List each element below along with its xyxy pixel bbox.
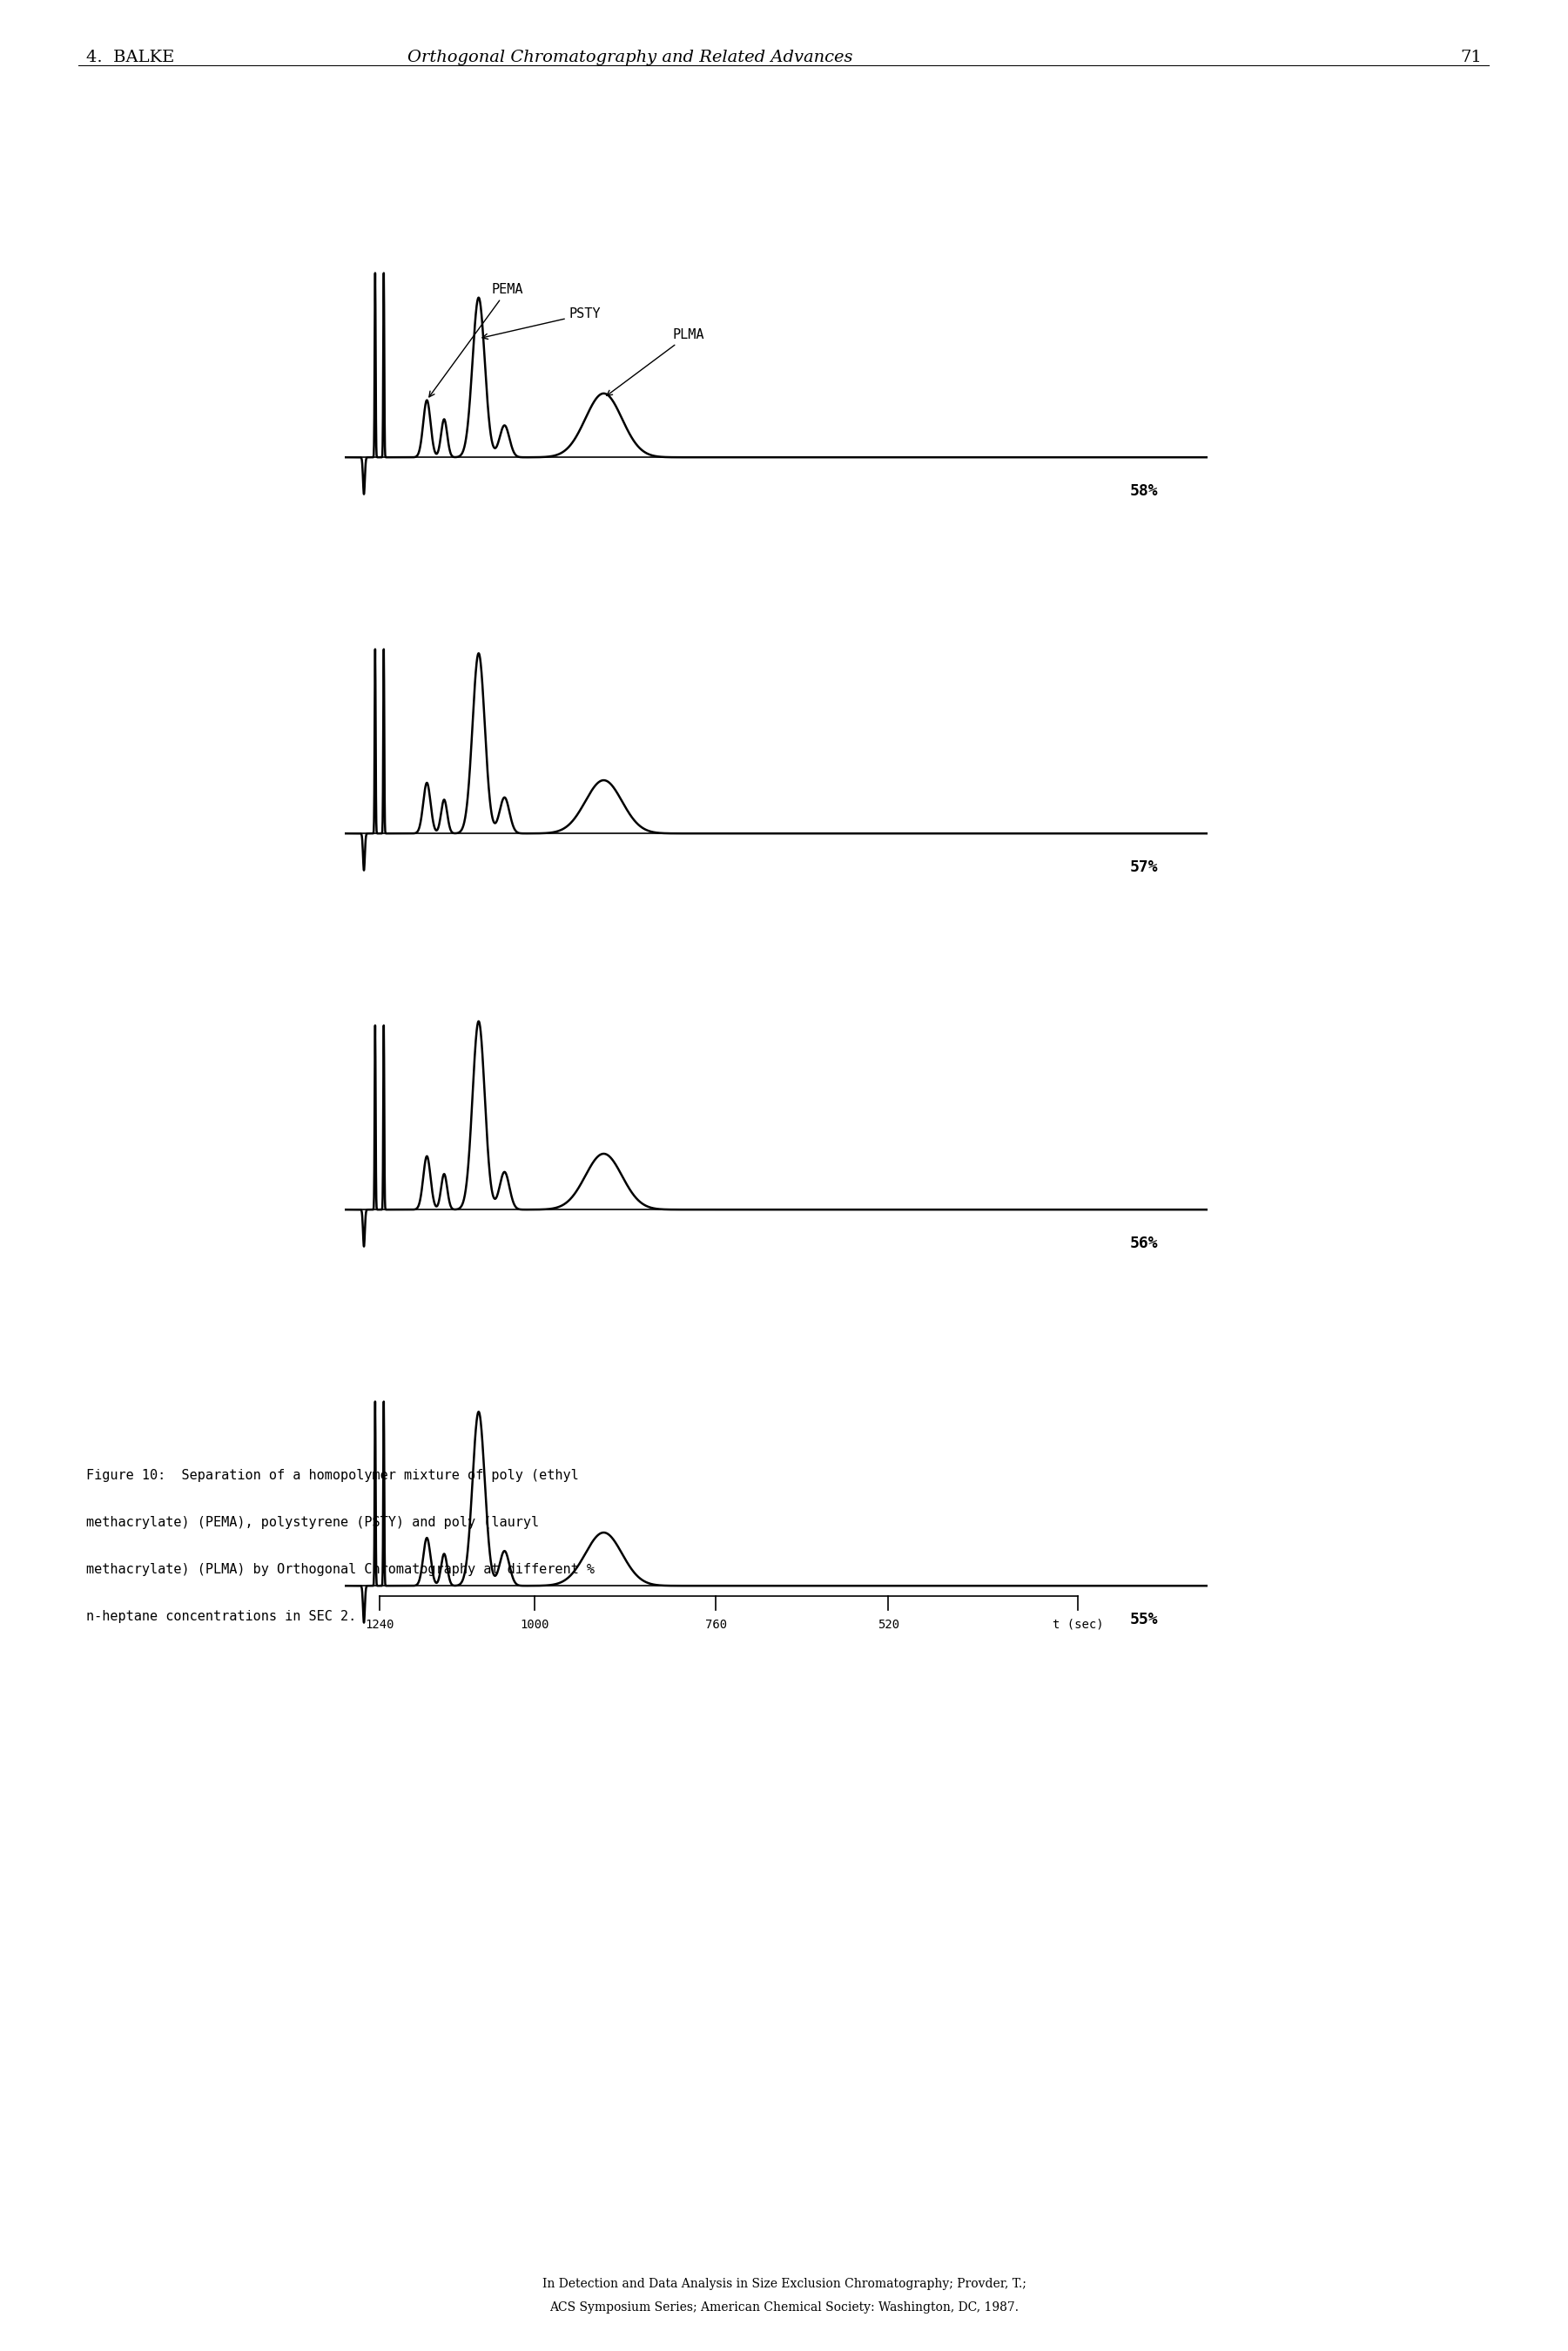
Text: 4.  BALKE: 4. BALKE [86, 49, 174, 66]
Text: Figure 10:  Separation of a homopolymer mixture of poly (ethyl: Figure 10: Separation of a homopolymer m… [86, 1469, 579, 1483]
Text: methacrylate) (PEMA), polystyrene (PSTY) and poly (lauryl: methacrylate) (PEMA), polystyrene (PSTY)… [86, 1516, 539, 1531]
Text: 1000: 1000 [521, 1617, 549, 1632]
Text: PSTY: PSTY [483, 308, 601, 339]
Text: 55%: 55% [1129, 1610, 1159, 1627]
Text: 520: 520 [878, 1617, 898, 1632]
Text: methacrylate) (PLMA) by Orthogonal Chromatography at different %: methacrylate) (PLMA) by Orthogonal Chrom… [86, 1563, 594, 1578]
Text: PEMA: PEMA [430, 282, 524, 397]
Text: t (sec): t (sec) [1052, 1617, 1104, 1632]
Text: 760: 760 [706, 1617, 726, 1632]
Text: 1240: 1240 [365, 1617, 394, 1632]
Text: n-heptane concentrations in SEC 2.: n-heptane concentrations in SEC 2. [86, 1610, 356, 1625]
Text: 57%: 57% [1129, 858, 1159, 875]
Text: PLMA: PLMA [607, 329, 704, 395]
Text: 56%: 56% [1129, 1234, 1159, 1251]
Text: ACS Symposium Series; American Chemical Society: Washington, DC, 1987.: ACS Symposium Series; American Chemical … [549, 2302, 1019, 2313]
Text: 58%: 58% [1129, 482, 1159, 498]
Text: 71: 71 [1460, 49, 1482, 66]
Text: Orthogonal Chromatography and Related Advances: Orthogonal Chromatography and Related Ad… [408, 49, 853, 66]
Text: In Detection and Data Analysis in Size Exclusion Chromatography; Provder, T.;: In Detection and Data Analysis in Size E… [543, 2278, 1025, 2290]
